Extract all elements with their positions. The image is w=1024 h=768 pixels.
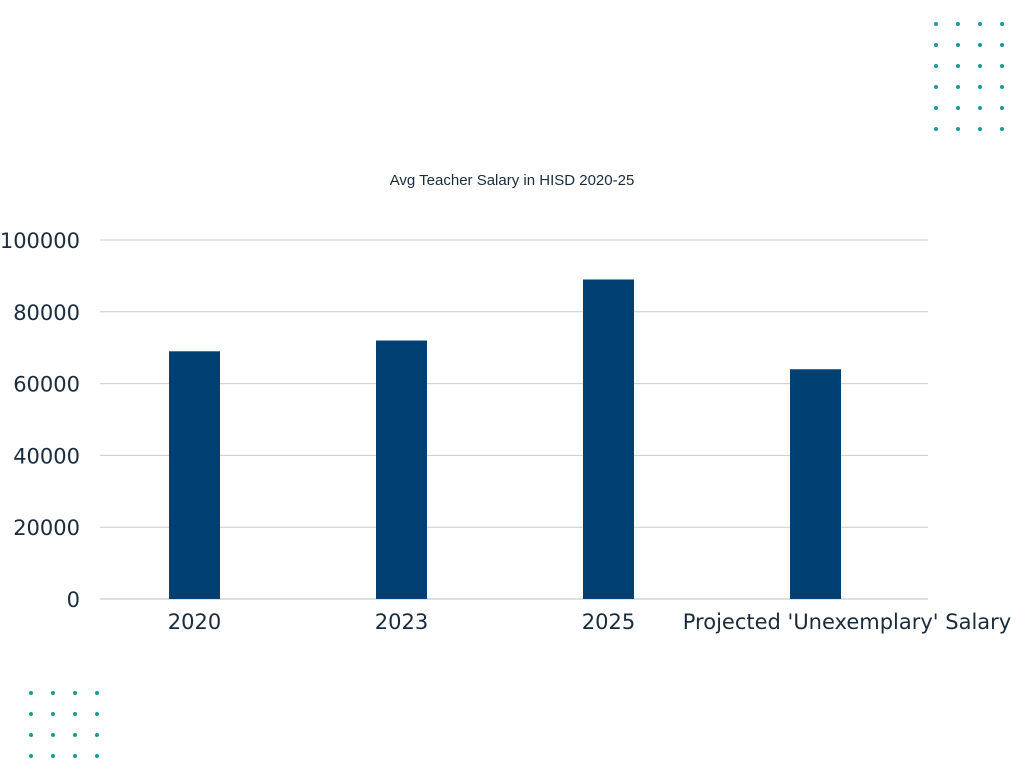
dot xyxy=(29,691,33,695)
x-tick-label: 2023 xyxy=(375,610,428,634)
dot xyxy=(29,712,33,716)
dot xyxy=(95,712,99,716)
x-tick-label: 2020 xyxy=(168,610,221,634)
dot xyxy=(1000,127,1004,131)
x-tick-label: 2025 xyxy=(582,610,635,634)
y-tick-label: 40000 xyxy=(13,444,80,468)
dot xyxy=(934,127,938,131)
dot xyxy=(51,733,55,737)
dot xyxy=(934,43,938,47)
x-axis-ticks: 2020 2023 2025 Projected 'Unexemplary' Sala… xyxy=(168,610,1011,634)
dot xyxy=(934,106,938,110)
bars xyxy=(169,279,841,599)
dot xyxy=(29,754,33,758)
dot xyxy=(978,127,982,131)
chart-title: Avg Teacher Salary in HISD 2020-25 xyxy=(390,172,635,189)
dot xyxy=(1000,106,1004,110)
bar xyxy=(376,340,427,599)
dot xyxy=(1000,64,1004,68)
dot xyxy=(934,64,938,68)
y-tick-label: 80000 xyxy=(13,301,80,325)
dot xyxy=(956,127,960,131)
dot xyxy=(51,754,55,758)
x-tick-label: Projected 'Unexemplary' Salary xyxy=(683,610,1011,634)
dot xyxy=(978,85,982,89)
y-tick-label: 60000 xyxy=(13,373,80,397)
dot xyxy=(978,64,982,68)
dot xyxy=(978,106,982,110)
dot xyxy=(29,733,33,737)
dot xyxy=(978,22,982,26)
dot xyxy=(95,733,99,737)
dot xyxy=(51,712,55,716)
dot xyxy=(956,64,960,68)
bar xyxy=(583,279,634,599)
dot xyxy=(95,754,99,758)
dot xyxy=(73,691,77,695)
dot xyxy=(978,43,982,47)
y-axis-ticks: 0 20000 40000 60000 80000 100000 xyxy=(0,229,80,612)
dot-grid-icon xyxy=(29,691,99,758)
dot xyxy=(1000,85,1004,89)
dot xyxy=(1000,22,1004,26)
dot xyxy=(956,22,960,26)
dot xyxy=(95,691,99,695)
dot xyxy=(51,691,55,695)
y-tick-label: 100000 xyxy=(0,229,80,253)
dot xyxy=(73,733,77,737)
dot xyxy=(934,85,938,89)
dot xyxy=(956,85,960,89)
dot xyxy=(934,22,938,26)
dot xyxy=(73,754,77,758)
dot xyxy=(956,106,960,110)
dot xyxy=(1000,43,1004,47)
y-tick-label: 0 xyxy=(67,588,80,612)
dot xyxy=(73,712,77,716)
bar xyxy=(790,369,841,599)
y-tick-label: 20000 xyxy=(13,516,80,540)
bar xyxy=(169,351,220,599)
dot-grid-icon xyxy=(934,22,1004,131)
dot xyxy=(956,43,960,47)
